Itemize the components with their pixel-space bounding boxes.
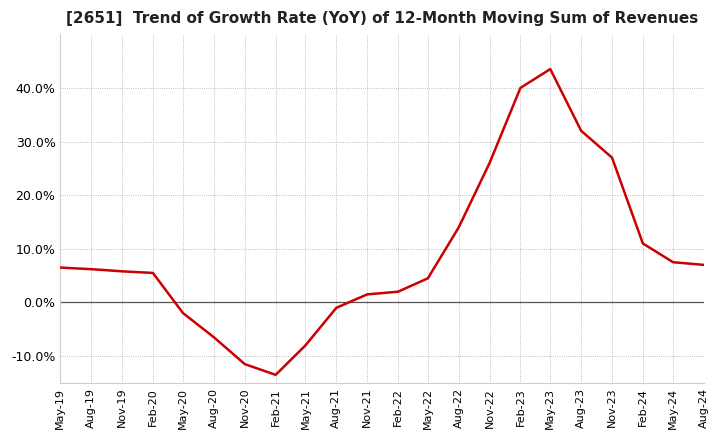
Title: [2651]  Trend of Growth Rate (YoY) of 12-Month Moving Sum of Revenues: [2651] Trend of Growth Rate (YoY) of 12-… [66,11,698,26]
